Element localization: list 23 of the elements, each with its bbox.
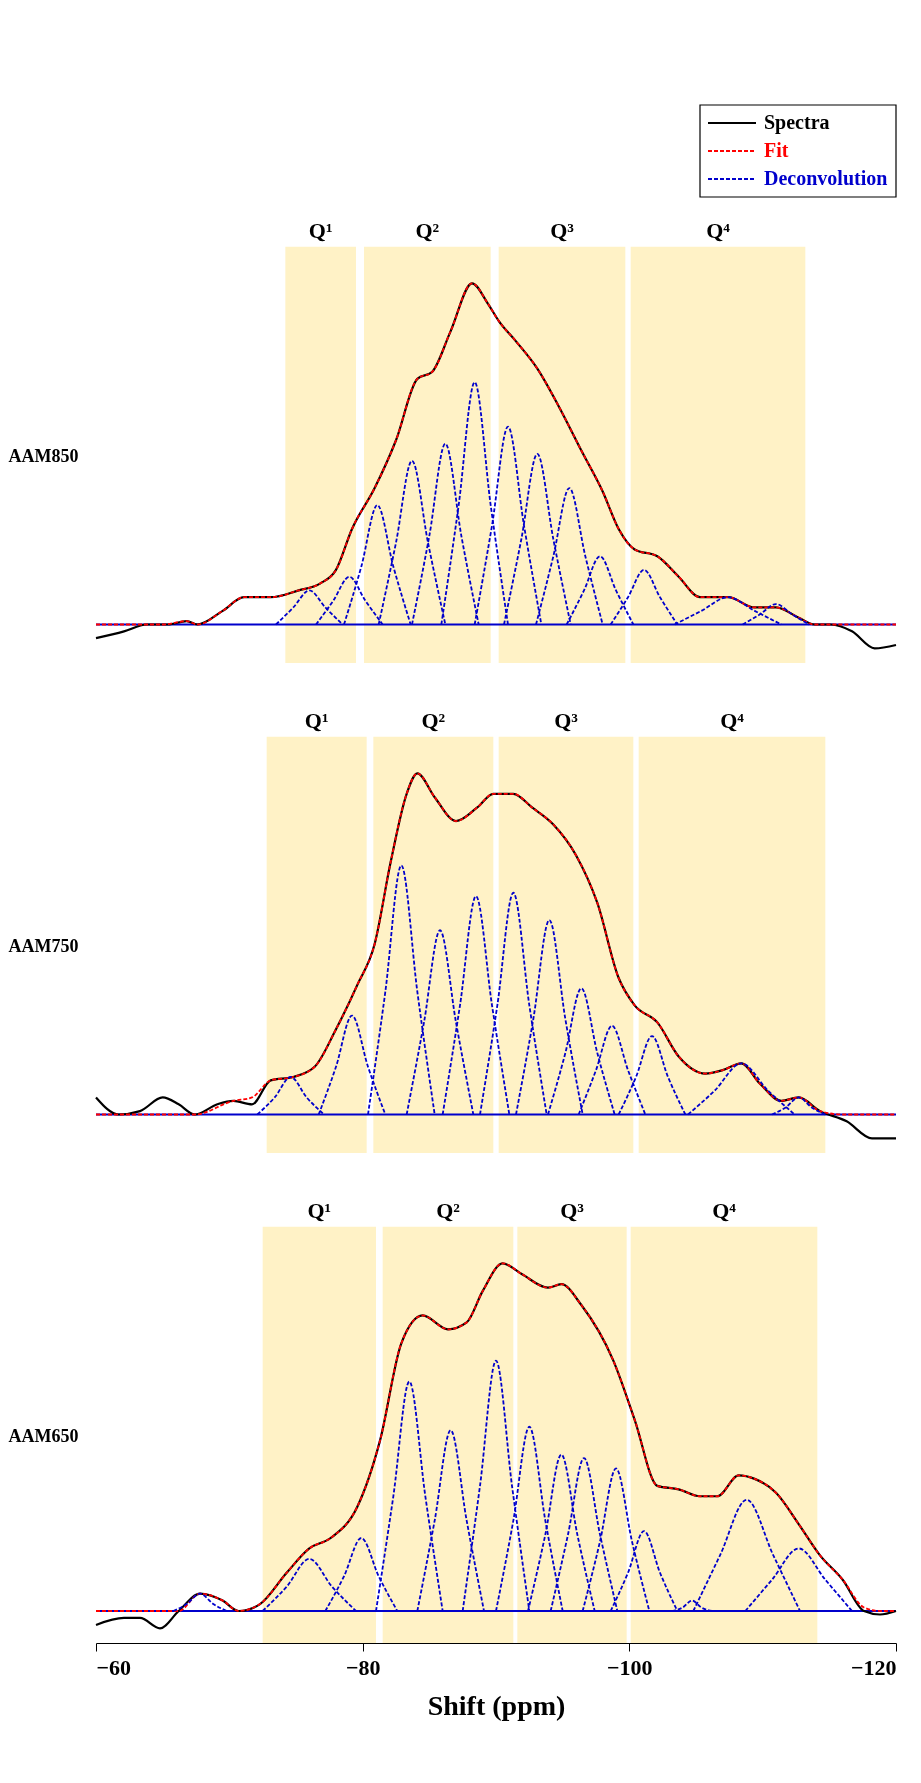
legend-label: Deconvolution xyxy=(764,167,888,189)
band-label: Q³ xyxy=(560,1197,585,1223)
x-tick-label: −100 xyxy=(607,1654,653,1680)
band-label: Q¹ xyxy=(308,217,333,243)
band-label: Q³ xyxy=(550,217,575,243)
band-label: Q² xyxy=(421,707,446,733)
band-label: Q⁴ xyxy=(706,217,731,243)
legend-label: Spectra xyxy=(764,111,830,134)
x-tick-label: −80 xyxy=(345,1654,381,1680)
band-label: Q³ xyxy=(554,707,579,733)
y-axis-title: AAM650 xyxy=(8,1425,79,1446)
band-label: Q² xyxy=(436,1197,461,1223)
band-label: Q¹ xyxy=(307,1197,332,1223)
y-axis-title: AAM750 xyxy=(8,935,79,956)
x-tick-label: −60 xyxy=(96,1654,132,1680)
legend-label: Fit xyxy=(764,139,789,161)
x-tick-label: −120 xyxy=(850,1654,897,1680)
band-label: Q² xyxy=(415,217,440,243)
y-axis-title: AAM850 xyxy=(8,445,79,466)
x-axis-title: Shift (ppm) xyxy=(427,1689,566,1721)
band-label: Q¹ xyxy=(304,707,329,733)
band-label: Q⁴ xyxy=(720,707,745,733)
band-label: Q⁴ xyxy=(712,1197,737,1223)
